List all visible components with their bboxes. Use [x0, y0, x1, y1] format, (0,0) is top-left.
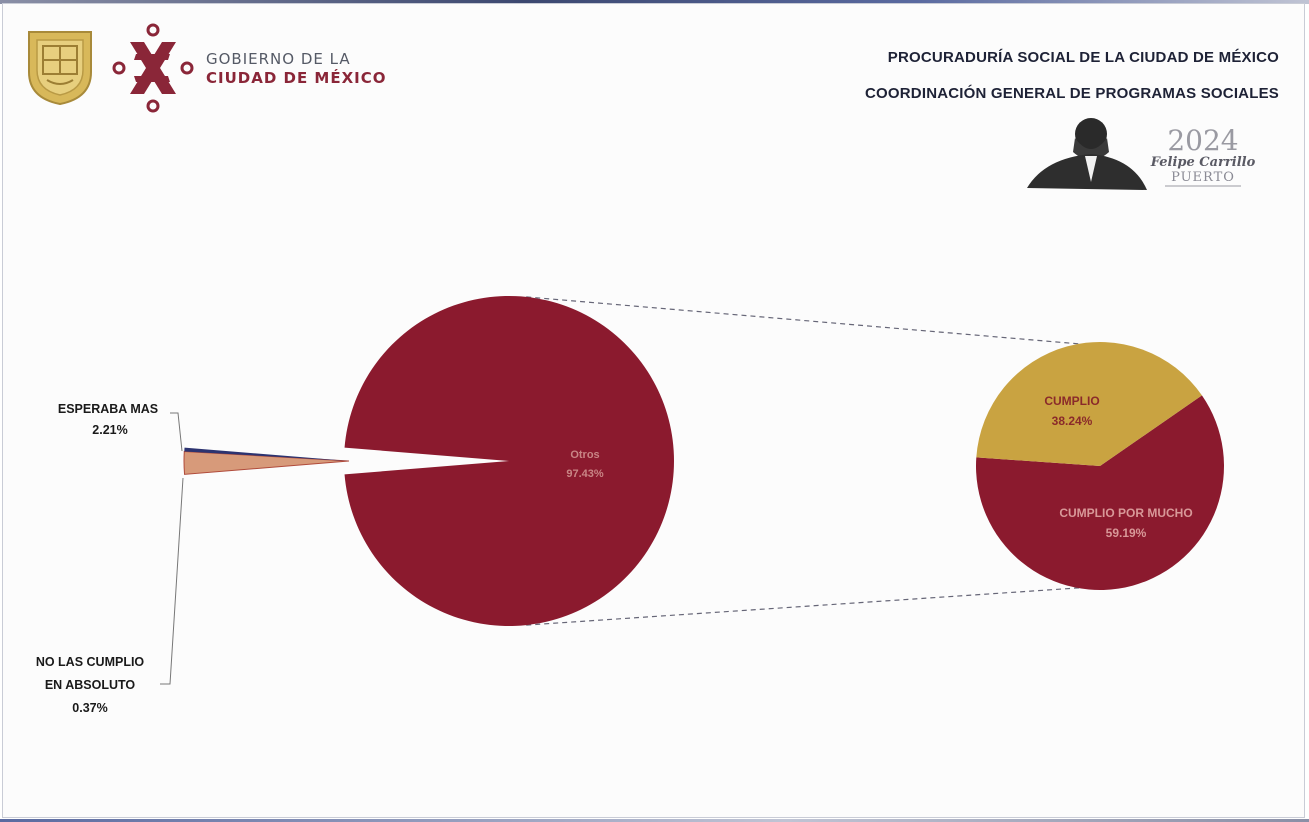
- leader-line-no-cumplio: [160, 477, 184, 685]
- header-titles: PROCURADURÍA SOCIAL DE LA CIUDAD DE MÉXI…: [865, 40, 1279, 112]
- connector-line-top: [526, 296, 1093, 346]
- label-no-cumplio-value: 0.37%: [72, 701, 107, 715]
- cdmx-logo: [112, 23, 194, 113]
- badge-year: 2024: [1167, 124, 1238, 157]
- label-cumplio-value: 38.24%: [1052, 414, 1093, 428]
- pie-slice-esperaba-mas: [183, 450, 350, 475]
- label-no-cumplio-line2: EN ABSOLUTO: [45, 678, 136, 692]
- title-procuraduria: PROCURADURÍA SOCIAL DE LA CIUDAD DE MÉXI…: [887, 49, 1279, 66]
- pie-slice-otros: [344, 296, 675, 627]
- label-esperaba-mas-value: 2.21%: [92, 423, 127, 437]
- pie-slice-cumplio-por-mucho: [976, 395, 1224, 590]
- pie-slice-cumplio: [976, 342, 1202, 466]
- gov-line-1: GOBIERNO DE LA: [206, 50, 351, 68]
- label-cumplio-name: CUMPLIO: [1044, 394, 1099, 408]
- label-cumplio-por-mucho-name: CUMPLIO POR MUCHO: [1059, 506, 1192, 520]
- frame-top-border: [0, 0, 1309, 4]
- label-otros-value: 97.43%: [566, 468, 604, 480]
- badge-name: Felipe Carrillo: [1150, 155, 1256, 170]
- label-cumplio-por-mucho-value: 59.19%: [1106, 526, 1147, 540]
- government-name: GOBIERNO DE LA CIUDAD DE MÉXICO: [206, 50, 387, 88]
- leader-line-esperaba-mas: [170, 412, 183, 452]
- connector-line-bottom: [526, 586, 1093, 626]
- badge-surname: PUERTO: [1171, 170, 1235, 185]
- title-coordinacion: COORDINACIÓN GENERAL DE PROGRAMAS SOCIAL…: [865, 85, 1279, 102]
- label-esperaba-mas-name: ESPERABA MAS: [58, 402, 158, 416]
- pie-slice-no-las-cumplio: [184, 447, 349, 461]
- coat-of-arms-logo: [28, 31, 92, 106]
- label-otros-name: Otros: [570, 449, 599, 461]
- year-2024-badge: 2024 Felipe Carrillo PUERTO: [1027, 118, 1256, 190]
- gov-line-2: CIUDAD DE MÉXICO: [206, 69, 387, 87]
- frame-bottom-border: [0, 819, 1309, 822]
- label-no-cumplio-line1: NO LAS CUMPLIO: [36, 655, 145, 669]
